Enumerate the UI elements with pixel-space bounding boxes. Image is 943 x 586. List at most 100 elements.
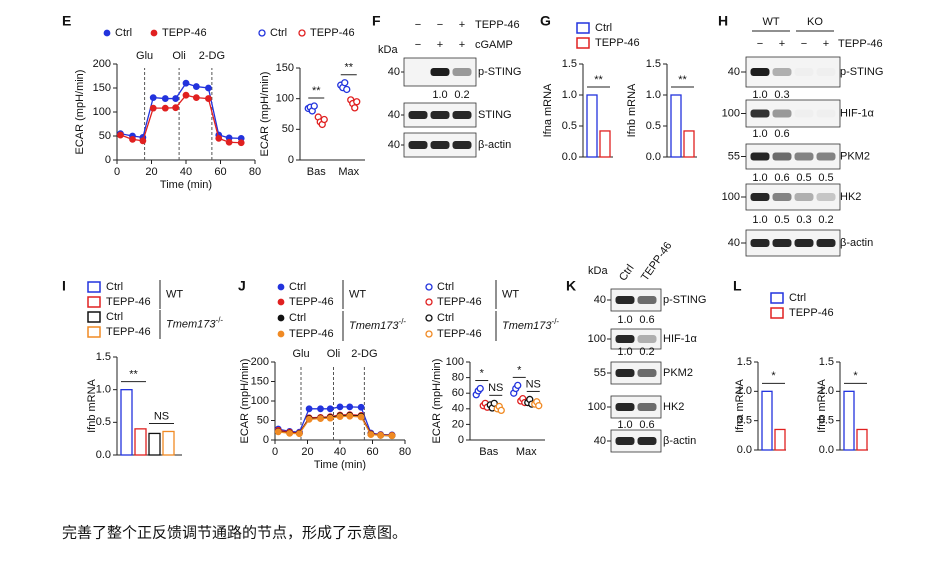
x-axis-label: Time (min)	[160, 179, 212, 191]
legend-label: TEPP-46	[106, 296, 151, 308]
blot-band	[408, 111, 428, 119]
blot-band	[817, 110, 836, 118]
marker	[326, 405, 334, 413]
lane-mark: −	[437, 19, 443, 31]
marker	[336, 413, 344, 421]
caption: 完善了整个正反馈调节通路的节点，形成了示意图。	[62, 524, 407, 542]
group-label: Tmem173-/-	[166, 316, 223, 331]
y-tick-label: 1.5	[737, 356, 752, 368]
kda-marker: 40	[728, 237, 740, 249]
group-sup: -/-	[552, 317, 560, 326]
significance-label: **	[312, 85, 321, 97]
legend-label: TEPP-46	[162, 27, 207, 39]
marker	[497, 406, 505, 415]
blot-band	[615, 369, 635, 377]
lane-mark: −	[801, 38, 807, 50]
y-tick-label: 40	[452, 403, 464, 415]
band-label: PKM2	[840, 150, 870, 162]
marker	[274, 428, 282, 436]
marker	[192, 94, 200, 101]
y-tick-label: 1.5	[646, 58, 661, 70]
y-tick-label: 0	[288, 154, 294, 166]
y-axis-label: Ifna mRNA	[734, 378, 746, 432]
blot-band	[452, 68, 472, 76]
band-quant: 0.6	[774, 128, 789, 140]
y-tick-label: 0.5	[646, 120, 661, 132]
blot-band	[772, 239, 792, 247]
y-tick-label: 80	[452, 372, 464, 384]
kda-marker: 40	[388, 139, 400, 151]
marker	[357, 403, 365, 411]
legend-marker	[277, 283, 285, 291]
blot-band	[816, 152, 836, 161]
blot-band	[637, 369, 657, 377]
band-quant: 0.2	[818, 214, 833, 226]
lane-mark: −	[415, 39, 421, 51]
bar	[148, 432, 161, 456]
legend-marker	[425, 283, 433, 291]
band-quant: 1.0	[617, 346, 632, 358]
legend-label: Ctrl	[789, 292, 806, 304]
blot-band	[750, 193, 770, 201]
group-name: Tmem173	[166, 318, 216, 330]
bar	[843, 390, 855, 451]
annotation-label: Oli	[172, 50, 185, 62]
y-tick-label: 100	[276, 93, 294, 105]
x-tick-label: 0	[114, 166, 120, 178]
blot-band	[408, 141, 428, 149]
kda-marker: 40	[594, 294, 606, 306]
kda-marker: 100	[588, 401, 606, 413]
group-label: WT	[762, 16, 779, 28]
band-quant: 1.0	[617, 419, 632, 431]
marker	[215, 134, 223, 142]
bar	[134, 428, 147, 456]
marker	[326, 414, 334, 422]
marker	[205, 95, 212, 102]
lane-mark: +	[459, 19, 465, 31]
band-quant: 0.5	[774, 214, 789, 226]
legend-marker	[277, 330, 285, 338]
y-axis-label: ECAR (mpH/min)	[431, 359, 443, 444]
group-name: Tmem173	[349, 320, 399, 332]
marker	[336, 403, 344, 411]
marker	[305, 415, 313, 423]
panel-letter: J	[238, 278, 246, 294]
y-axis-label: ECAR (mpH/min)	[74, 70, 86, 155]
band-label: β-actin	[478, 139, 511, 151]
legend-label: TEPP-46	[437, 328, 482, 340]
blot-band	[795, 110, 814, 118]
legend-label: Ctrl	[106, 311, 123, 323]
blot-band	[452, 141, 472, 149]
band-label: PKM2	[663, 367, 693, 379]
y-tick-label: 1.0	[819, 385, 834, 397]
lane-mark: −	[415, 19, 421, 31]
band-label: HK2	[840, 191, 861, 203]
bar	[586, 94, 598, 158]
marker	[367, 431, 375, 438]
band-quant: 1.0	[617, 314, 632, 326]
band-quant: 0.3	[774, 89, 789, 101]
y-axis-label: Ifnb mRNA	[816, 378, 828, 432]
marker	[320, 115, 328, 124]
marker	[476, 384, 484, 393]
y-axis-label: Ifnb mRNA	[626, 83, 638, 137]
kda-marker: 100	[722, 191, 740, 203]
blot-band	[637, 403, 657, 411]
marker	[182, 91, 190, 99]
group-name: WT	[349, 288, 366, 300]
blot-band	[750, 239, 770, 247]
group-label: WT	[502, 288, 519, 300]
significance-label: **	[129, 369, 138, 381]
legend-label: TEPP-46	[310, 27, 355, 39]
marker	[161, 104, 169, 112]
x-tick-label: 40	[334, 446, 346, 458]
kda-marker: 100	[722, 107, 740, 119]
y-axis-label: Ifna mRNA	[542, 83, 554, 137]
significance-label: *	[517, 364, 522, 376]
header-label: TEPP-46	[475, 19, 520, 31]
panel-letter: E	[62, 13, 71, 29]
legend-label: TEPP-46	[595, 37, 640, 49]
legend-swatch	[576, 37, 590, 49]
marker	[305, 405, 313, 413]
